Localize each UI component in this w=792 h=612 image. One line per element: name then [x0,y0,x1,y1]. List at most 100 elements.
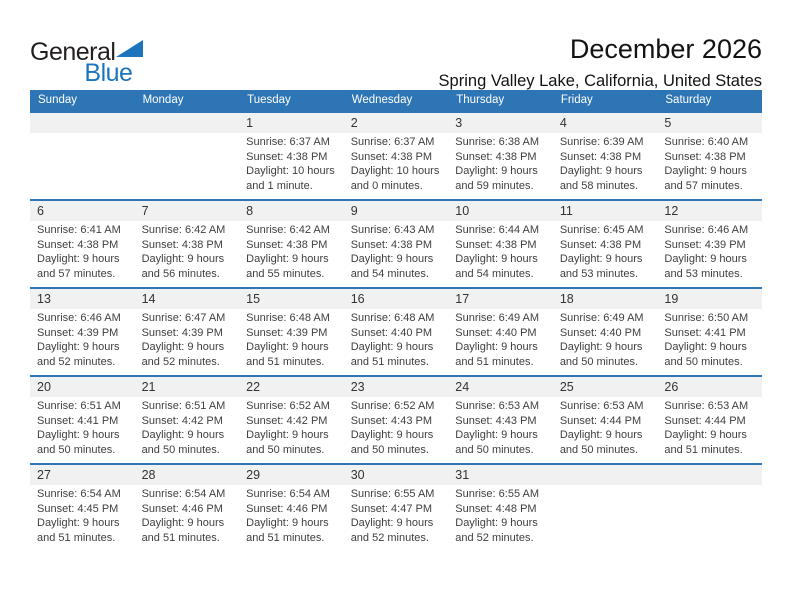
sunrise-text: Sunrise: 6:49 AM [455,312,540,324]
daylight-text: Daylight: 9 hours [350,341,434,353]
daylight-text-continued: and 51 minutes. [246,355,325,368]
logo-row-general: General [30,40,144,65]
day-details: Sunrise: 6:40 AM Sunset: 4:38 PM Daylight:… [657,133,762,193]
sunset-text: Sunset: 4:44 PM [664,414,746,427]
general-blue-logo: General Blue [30,40,144,87]
page-title: December 2026 [569,34,762,64]
day-number: 14 [134,289,240,309]
sunrise-text: Sunrise: 6:54 AM [141,488,226,500]
daylight-text: Daylight: 9 hours [37,517,120,529]
day-details: Sunrise: 6:52 AM Sunset: 4:43 PM Daylight:… [344,397,449,457]
daylight-text-continued: and 58 minutes. [559,179,639,192]
day-cell: 6 Sunrise: 6:41 AM Sunset: 4:38 PM Daylight… [30,200,135,288]
day-cell: 5 Sunrise: 6:40 AM Sunset: 4:38 PM Daylight… [657,112,762,200]
daylight-text-continued: and 50 minutes. [37,443,116,456]
daylight-text-continued: and 54 minutes. [455,267,534,280]
daylight-text: Daylight: 9 hours [37,253,120,265]
daylight-text-continued: and 0 minutes. [350,179,423,192]
daylight-text-continued: and 51 minutes. [141,531,220,544]
day-number: 8 [239,201,344,221]
day-details: Sunrise: 6:55 AM Sunset: 4:47 PM Daylight:… [344,485,449,545]
logo-text-blue: Blue [84,59,133,87]
day-cell: 9 Sunrise: 6:43 AM Sunset: 4:38 PM Daylight… [343,200,449,288]
day-details: Sunrise: 6:49 AM Sunset: 4:40 PM Daylight:… [553,309,658,369]
daylight-text: Daylight: 9 hours [455,341,538,353]
sunset-text: Sunset: 4:41 PM [37,414,119,427]
day-details: Sunrise: 6:37 AM Sunset: 4:38 PM Daylight:… [344,133,449,193]
daylight-text-continued: and 51 minutes. [37,531,116,544]
day-details [553,485,658,487]
day-number: 24 [448,377,553,397]
sunset-text: Sunset: 4:40 PM [559,326,642,339]
day-cell: 19 Sunrise: 6:50 AM Sunset: 4:41 PM Dayligh… [657,288,762,376]
daylight-text: Daylight: 9 hours [37,429,120,441]
sunset-text: Sunset: 4:38 PM [455,150,537,163]
sunset-text: Sunset: 4:38 PM [141,238,223,251]
daylight-text: Daylight: 10 hours [350,165,440,177]
daylight-text-continued: and 51 minutes. [350,355,429,368]
day-details: Sunrise: 6:53 AM Sunset: 4:44 PM Daylight:… [657,397,762,457]
daylight-text: Daylight: 9 hours [559,341,643,353]
daylight-text-continued: and 54 minutes. [350,267,429,280]
daylight-text-continued: and 52 minutes. [37,355,116,368]
day-cell: 8 Sunrise: 6:42 AM Sunset: 4:38 PM Daylight… [239,200,344,288]
day-number: 22 [239,377,344,397]
day-number: 15 [239,289,344,309]
weekday-header-saturday: Saturday [657,90,762,112]
day-cell: 15 Sunrise: 6:48 AM Sunset: 4:39 PM Dayligh… [239,288,344,376]
sunset-text: Sunset: 4:40 PM [350,326,433,339]
day-cell: 24 Sunrise: 6:53 AM Sunset: 4:43 PM Dayligh… [448,376,553,464]
sunrise-text: Sunrise: 6:45 AM [559,224,644,236]
day-number: 16 [343,289,449,309]
daylight-text: Daylight: 9 hours [141,429,225,441]
day-number: 10 [448,201,553,221]
weekday-header-wednesday: Wednesday [343,90,449,112]
weekday-header-row: Sunday Monday Tuesday Wednesday Thursday Frid… [30,90,762,112]
page-subtitle: Spring Valley Lake, California, United S… [438,72,762,90]
day-cell: 7 Sunrise: 6:42 AM Sunset: 4:38 PM Daylight… [134,200,240,288]
day-details [657,485,762,487]
day-cell: 18 Sunrise: 6:49 AM Sunset: 4:40 PM Dayligh… [552,288,658,376]
day-number: 28 [134,465,240,485]
day-details: Sunrise: 6:43 AM Sunset: 4:38 PM Daylight:… [344,221,449,281]
sunrise-text: Sunrise: 6:39 AM [559,136,644,148]
sunrise-text: Sunrise: 6:37 AM [350,136,435,148]
day-number: 1 [239,113,344,133]
sunrise-text: Sunrise: 6:54 AM [37,488,121,500]
day-number: 5 [657,113,762,133]
daylight-text: Daylight: 9 hours [455,517,538,529]
day-cell: 22 Sunrise: 6:52 AM Sunset: 4:42 PM Dayligh… [239,376,344,464]
sunrise-text: Sunrise: 6:49 AM [559,312,644,324]
daylight-text-continued: and 59 minutes. [455,179,534,192]
page-header: General Blue December 2026 Spring Valley… [30,0,762,90]
day-cell: 10 Sunrise: 6:44 AM Sunset: 4:38 PM Dayligh… [448,200,553,288]
weekday-header-tuesday: Tuesday [239,90,344,112]
day-number: 7 [134,201,240,221]
sunrise-text: Sunrise: 6:46 AM [664,224,749,236]
sunrise-text: Sunrise: 6:37 AM [246,136,330,148]
daylight-text: Daylight: 9 hours [246,253,329,265]
empty-day-cell [134,112,240,200]
daylight-text: Daylight: 9 hours [559,165,643,177]
sunset-text: Sunset: 4:45 PM [37,502,119,515]
day-cell: 13 Sunrise: 6:46 AM Sunset: 4:39 PM Dayligh… [30,288,135,376]
weekday-header-monday: Monday [134,90,240,112]
sunset-text: Sunset: 4:38 PM [246,150,328,163]
day-number: 13 [30,289,135,309]
day-cell: 23 Sunrise: 6:52 AM Sunset: 4:43 PM Dayligh… [343,376,449,464]
day-cell: 21 Sunrise: 6:51 AM Sunset: 4:42 PM Dayligh… [134,376,240,464]
sunset-text: Sunset: 4:39 PM [141,326,223,339]
day-cell: 17 Sunrise: 6:49 AM Sunset: 4:40 PM Dayligh… [448,288,553,376]
day-details: Sunrise: 6:46 AM Sunset: 4:39 PM Daylight:… [657,221,762,281]
sunset-text: Sunset: 4:41 PM [664,326,746,339]
day-number: 18 [552,289,658,309]
sunset-text: Sunset: 4:43 PM [350,414,433,427]
daylight-text-continued: and 55 minutes. [246,267,325,280]
day-number: 25 [552,377,658,397]
daylight-text: Daylight: 9 hours [141,253,225,265]
daylight-text: Daylight: 9 hours [664,253,747,265]
sunset-text: Sunset: 4:38 PM [559,238,642,251]
day-cell: 26 Sunrise: 6:53 AM Sunset: 4:44 PM Dayligh… [657,376,762,464]
sunset-text: Sunset: 4:38 PM [350,150,433,163]
day-number [552,465,658,485]
